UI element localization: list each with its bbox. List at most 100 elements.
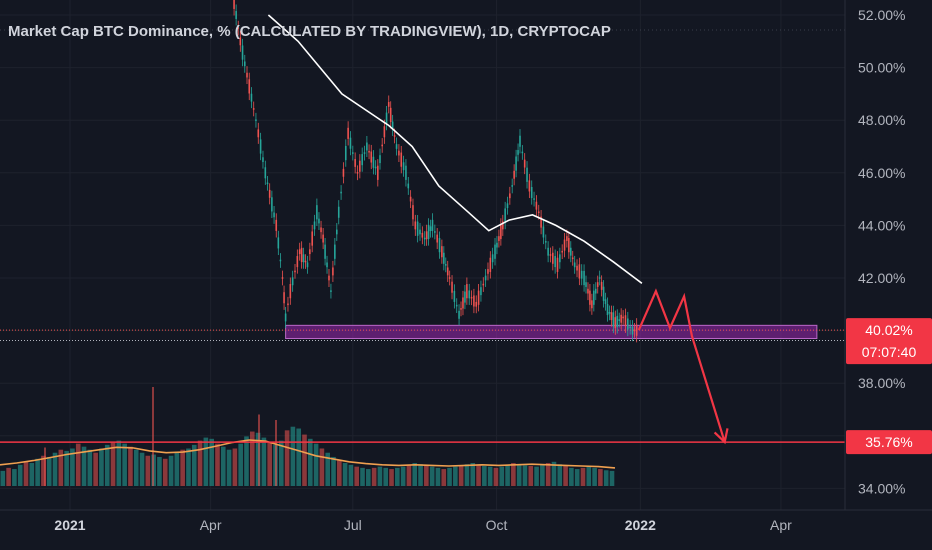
support-zone <box>285 324 818 339</box>
volume-bar <box>17 464 23 486</box>
candle-body <box>412 205 414 220</box>
candle-body <box>519 135 521 147</box>
volume-bar <box>586 466 592 486</box>
volume-bar <box>6 467 11 486</box>
y-tick-label: 42.00% <box>858 270 905 286</box>
candle-body <box>591 300 593 309</box>
volume-bar <box>609 470 615 486</box>
volume-bar <box>569 467 574 486</box>
volume-bar <box>87 449 93 486</box>
volume-bar <box>12 469 17 486</box>
candle-body <box>391 121 394 130</box>
y-tick-label: 50.00% <box>858 60 905 76</box>
x-tick-label: Jul <box>344 517 362 533</box>
candle-body <box>494 244 496 259</box>
candle-body <box>610 312 613 321</box>
candle-body <box>266 182 269 185</box>
volume-bar <box>46 456 52 486</box>
candle-body <box>402 162 405 171</box>
candle-body <box>614 317 617 329</box>
candle-body <box>487 269 489 274</box>
volume-bar <box>157 456 162 486</box>
target-badge <box>846 430 932 455</box>
volume-bar <box>319 448 325 486</box>
candle-body <box>250 93 253 102</box>
volume-bar <box>215 443 220 486</box>
candle-body <box>431 219 434 231</box>
candle-body <box>281 277 284 279</box>
candle-body <box>517 150 519 155</box>
volume-bar <box>540 464 545 486</box>
volume-bar <box>476 464 481 486</box>
volume-bar <box>441 469 447 486</box>
volume-bar <box>511 463 516 486</box>
candle-body <box>405 165 407 180</box>
candle-body <box>322 234 324 243</box>
candle-body <box>332 267 334 276</box>
volume-bar <box>435 467 441 486</box>
volume-bar <box>383 467 389 486</box>
candle-body <box>334 244 336 259</box>
volume-bar <box>389 469 394 486</box>
candle-body <box>268 189 271 198</box>
y-tick-label: 52.00% <box>858 7 905 23</box>
candle-body <box>309 249 311 255</box>
volume-bar <box>377 466 383 486</box>
candle-body <box>377 165 379 180</box>
y-tick-label: 46.00% <box>858 165 905 181</box>
candle-body <box>600 281 603 290</box>
volume-bar <box>528 466 534 486</box>
volume-bar <box>168 455 174 486</box>
candle-body <box>566 236 568 241</box>
candle-body <box>385 112 388 124</box>
volume-bar <box>41 455 46 486</box>
candle-body <box>438 238 441 253</box>
volume-bar <box>598 469 603 486</box>
volume-bar <box>493 467 499 486</box>
candle-body <box>596 282 599 287</box>
candle-body <box>629 326 631 329</box>
candle-body <box>298 249 301 255</box>
volume-bar <box>122 443 127 486</box>
candle-body <box>356 172 359 174</box>
candle-body <box>540 216 542 228</box>
candle-body <box>509 193 511 199</box>
volume-bar <box>93 452 98 486</box>
projection-arrowhead <box>713 428 729 445</box>
y-tick-label: 34.00% <box>858 480 905 496</box>
volume-bar <box>128 446 133 486</box>
candle-body <box>252 108 255 110</box>
volume-bar <box>366 469 371 486</box>
volume-bar <box>284 430 290 486</box>
volume-bar <box>470 463 476 486</box>
volume-bar <box>296 428 301 486</box>
volume-bar <box>23 461 29 486</box>
volume-bar <box>220 446 226 486</box>
price-badges: 40.02% 07:07:40 35.76% <box>846 318 932 455</box>
candle-body <box>335 229 338 235</box>
candle-body <box>273 212 275 218</box>
volume-bar <box>133 449 139 486</box>
volume-bar <box>360 467 365 486</box>
volume-bar <box>191 444 197 486</box>
x-tick-label: Apr <box>770 517 792 533</box>
candle-body <box>271 197 273 212</box>
candle-body <box>506 203 509 209</box>
volume-bar <box>400 466 406 486</box>
candle-body <box>366 142 368 151</box>
candle-body <box>330 290 332 292</box>
candle-body <box>259 139 262 154</box>
candle-body <box>372 156 375 168</box>
candle-body <box>409 196 412 202</box>
candle-body <box>434 231 436 233</box>
volume-bar <box>29 463 35 486</box>
candle-body <box>264 167 267 179</box>
candle-body <box>429 226 432 232</box>
candle-body <box>533 198 535 200</box>
candle-body <box>311 231 313 246</box>
candle-body <box>354 158 356 167</box>
volume-bar <box>139 452 145 486</box>
candle-body <box>419 229 421 235</box>
volume-bar <box>551 461 557 486</box>
candle-body <box>627 318 629 330</box>
